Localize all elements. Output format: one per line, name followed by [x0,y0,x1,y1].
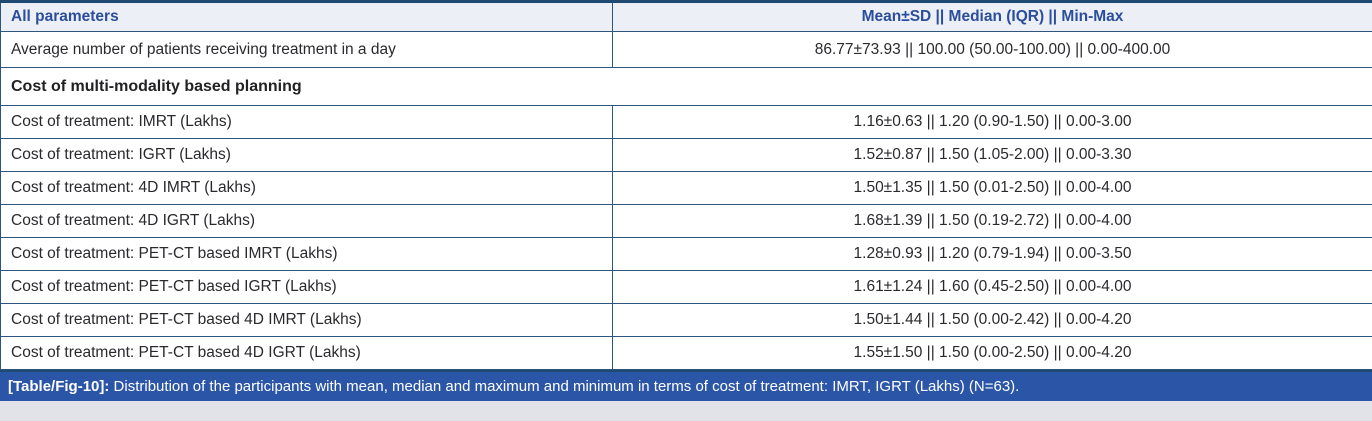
table-row: Cost of treatment: IGRT (Lakhs) 1.52±0.8… [0,138,1372,172]
stats-cell: 1.68±1.39 || 1.50 (0.19-2.72) || 0.00-4.… [612,204,1372,238]
table-row: Cost of treatment: PET-CT based 4D IGRT … [0,336,1372,370]
section-header-label: Cost of multi-modality based planning [0,67,1372,106]
stats-cell: 86.77±73.93 || 100.00 (50.00-100.00) || … [612,31,1372,68]
stats-cell: 1.50±1.35 || 1.50 (0.01-2.50) || 0.00-4.… [612,171,1372,205]
table-row: Average number of patients receiving tre… [0,31,1372,68]
table-row: Cost of treatment: PET-CT based 4D IMRT … [0,303,1372,337]
table-row: Cost of treatment: 4D IMRT (Lakhs) 1.50±… [0,171,1372,205]
table-header-row: All parameters Mean±SD || Median (IQR) |… [0,1,1372,32]
table-row: Cost of treatment: 4D IGRT (Lakhs) 1.68±… [0,204,1372,238]
parameter-cell: Cost of treatment: PET-CT based 4D IGRT … [0,336,613,370]
stats-cell: 1.50±1.44 || 1.50 (0.00-2.42) || 0.00-4.… [612,303,1372,337]
table-row: Cost of treatment: PET-CT based IMRT (La… [0,237,1372,271]
stats-cell: 1.28±0.93 || 1.20 (0.79-1.94) || 0.00-3.… [612,237,1372,271]
caption-text: Distribution of the participants with me… [109,378,1020,395]
parameter-cell: Cost of treatment: PET-CT based IMRT (La… [0,237,613,271]
parameter-cell: Cost of treatment: IMRT (Lakhs) [0,105,613,139]
table-row: Cost of treatment: IMRT (Lakhs) 1.16±0.6… [0,105,1372,139]
parameter-cell: Cost of treatment: IGRT (Lakhs) [0,138,613,172]
stats-cell: 1.52±0.87 || 1.50 (1.05-2.00) || 0.00-3.… [612,138,1372,172]
section-header-row: Cost of multi-modality based planning [0,67,1372,106]
stats-cell: 1.16±0.63 || 1.20 (0.90-1.50) || 0.00-3.… [612,105,1372,139]
table-caption: [Table/Fig-10]: Distribution of the part… [0,370,1372,401]
table-row: Cost of treatment: PET-CT based IGRT (La… [0,270,1372,304]
parameter-cell: Cost of treatment: PET-CT based IGRT (La… [0,270,613,304]
parameter-cell: Average number of patients receiving tre… [0,31,613,68]
parameter-cell: Cost of treatment: 4D IGRT (Lakhs) [0,204,613,238]
parameter-cell: Cost of treatment: PET-CT based 4D IMRT … [0,303,613,337]
parameter-cell: Cost of treatment: 4D IMRT (Lakhs) [0,171,613,205]
parameters-table: All parameters Mean±SD || Median (IQR) |… [0,0,1372,370]
stats-cell: 1.55±1.50 || 1.50 (0.00-2.50) || 0.00-4.… [612,336,1372,370]
stats-cell: 1.61±1.24 || 1.60 (0.45-2.50) || 0.00-4.… [612,270,1372,304]
column-header-stats: Mean±SD || Median (IQR) || Min-Max [612,1,1372,32]
caption-tag: [Table/Fig-10]: [8,378,110,395]
column-header-all-parameters: All parameters [0,1,613,32]
